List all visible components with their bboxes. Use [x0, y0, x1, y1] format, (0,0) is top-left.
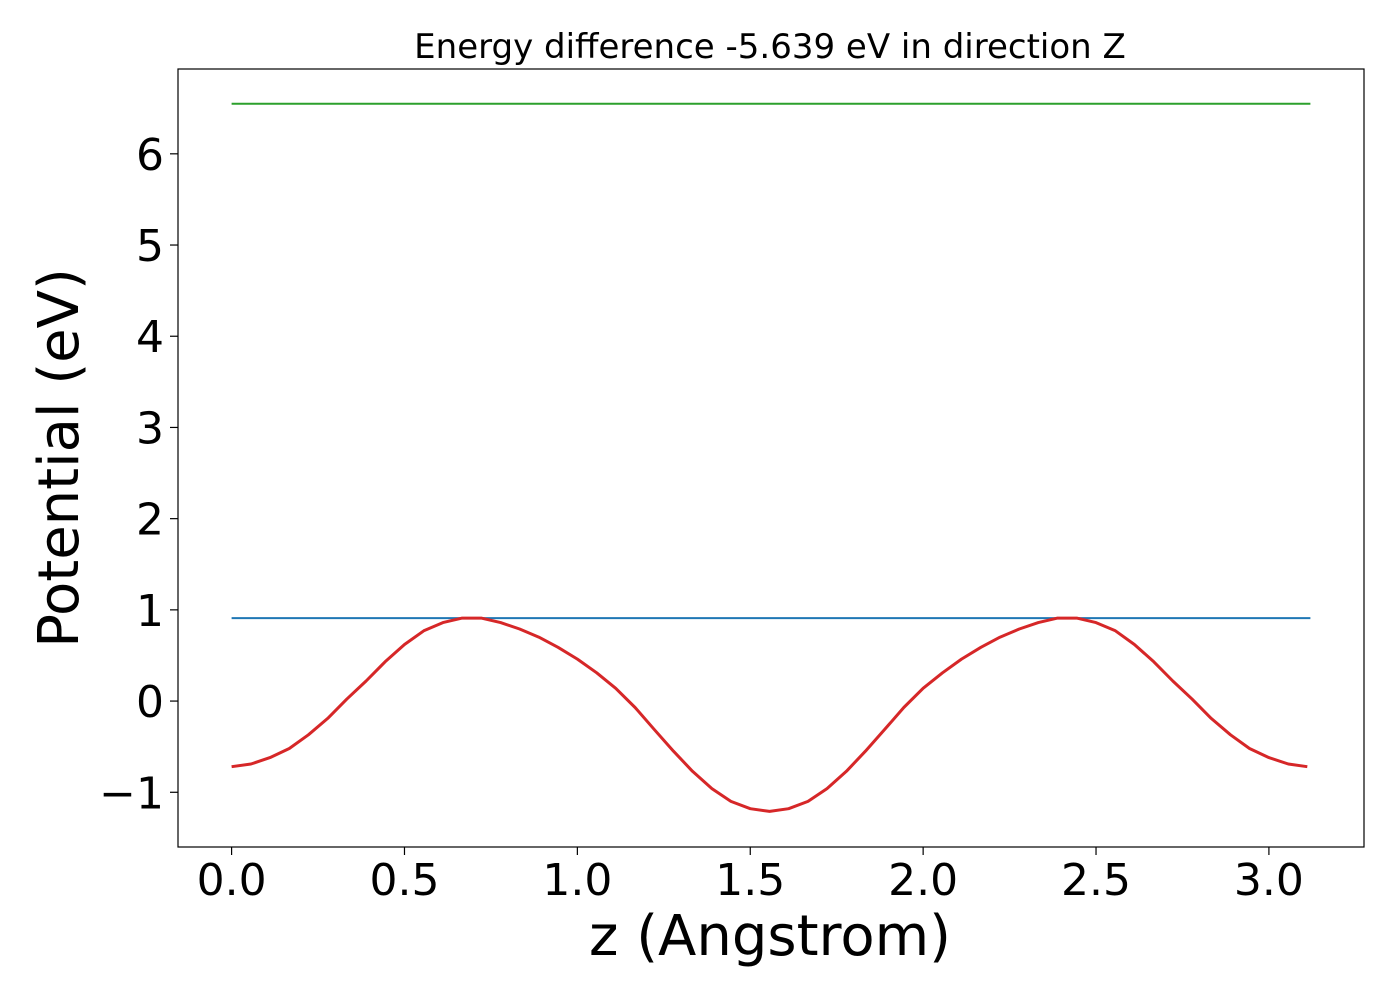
y-tick-label: −1 [99, 768, 164, 819]
x-axis-title: z (Angstrom) [589, 904, 951, 969]
y-tick-label: 1 [136, 586, 164, 637]
y-tick-label: 4 [136, 312, 164, 363]
chart-title: Energy difference -5.639 eV in direction… [414, 27, 1126, 67]
x-tick-label: 1.0 [542, 855, 612, 906]
series-line-3 [231, 616, 1308, 813]
x-tick-label: 2.0 [888, 855, 958, 906]
x-tick-label: 0.0 [197, 855, 267, 906]
y-tick-label: 0 [136, 677, 164, 728]
y-axis-title: Potential (eV) [27, 268, 92, 648]
y-tick-label: 3 [136, 403, 164, 454]
x-tick-label: 0.5 [369, 855, 439, 906]
x-tick-label: 3.0 [1234, 855, 1304, 906]
x-tick-label: 2.5 [1061, 855, 1131, 906]
y-tick-label: 2 [136, 495, 164, 546]
x-tick-label: 1.5 [715, 855, 785, 906]
y-tick-label: 5 [136, 221, 164, 272]
y-tick-label: 6 [136, 130, 164, 181]
plot-frame [177, 68, 1365, 848]
